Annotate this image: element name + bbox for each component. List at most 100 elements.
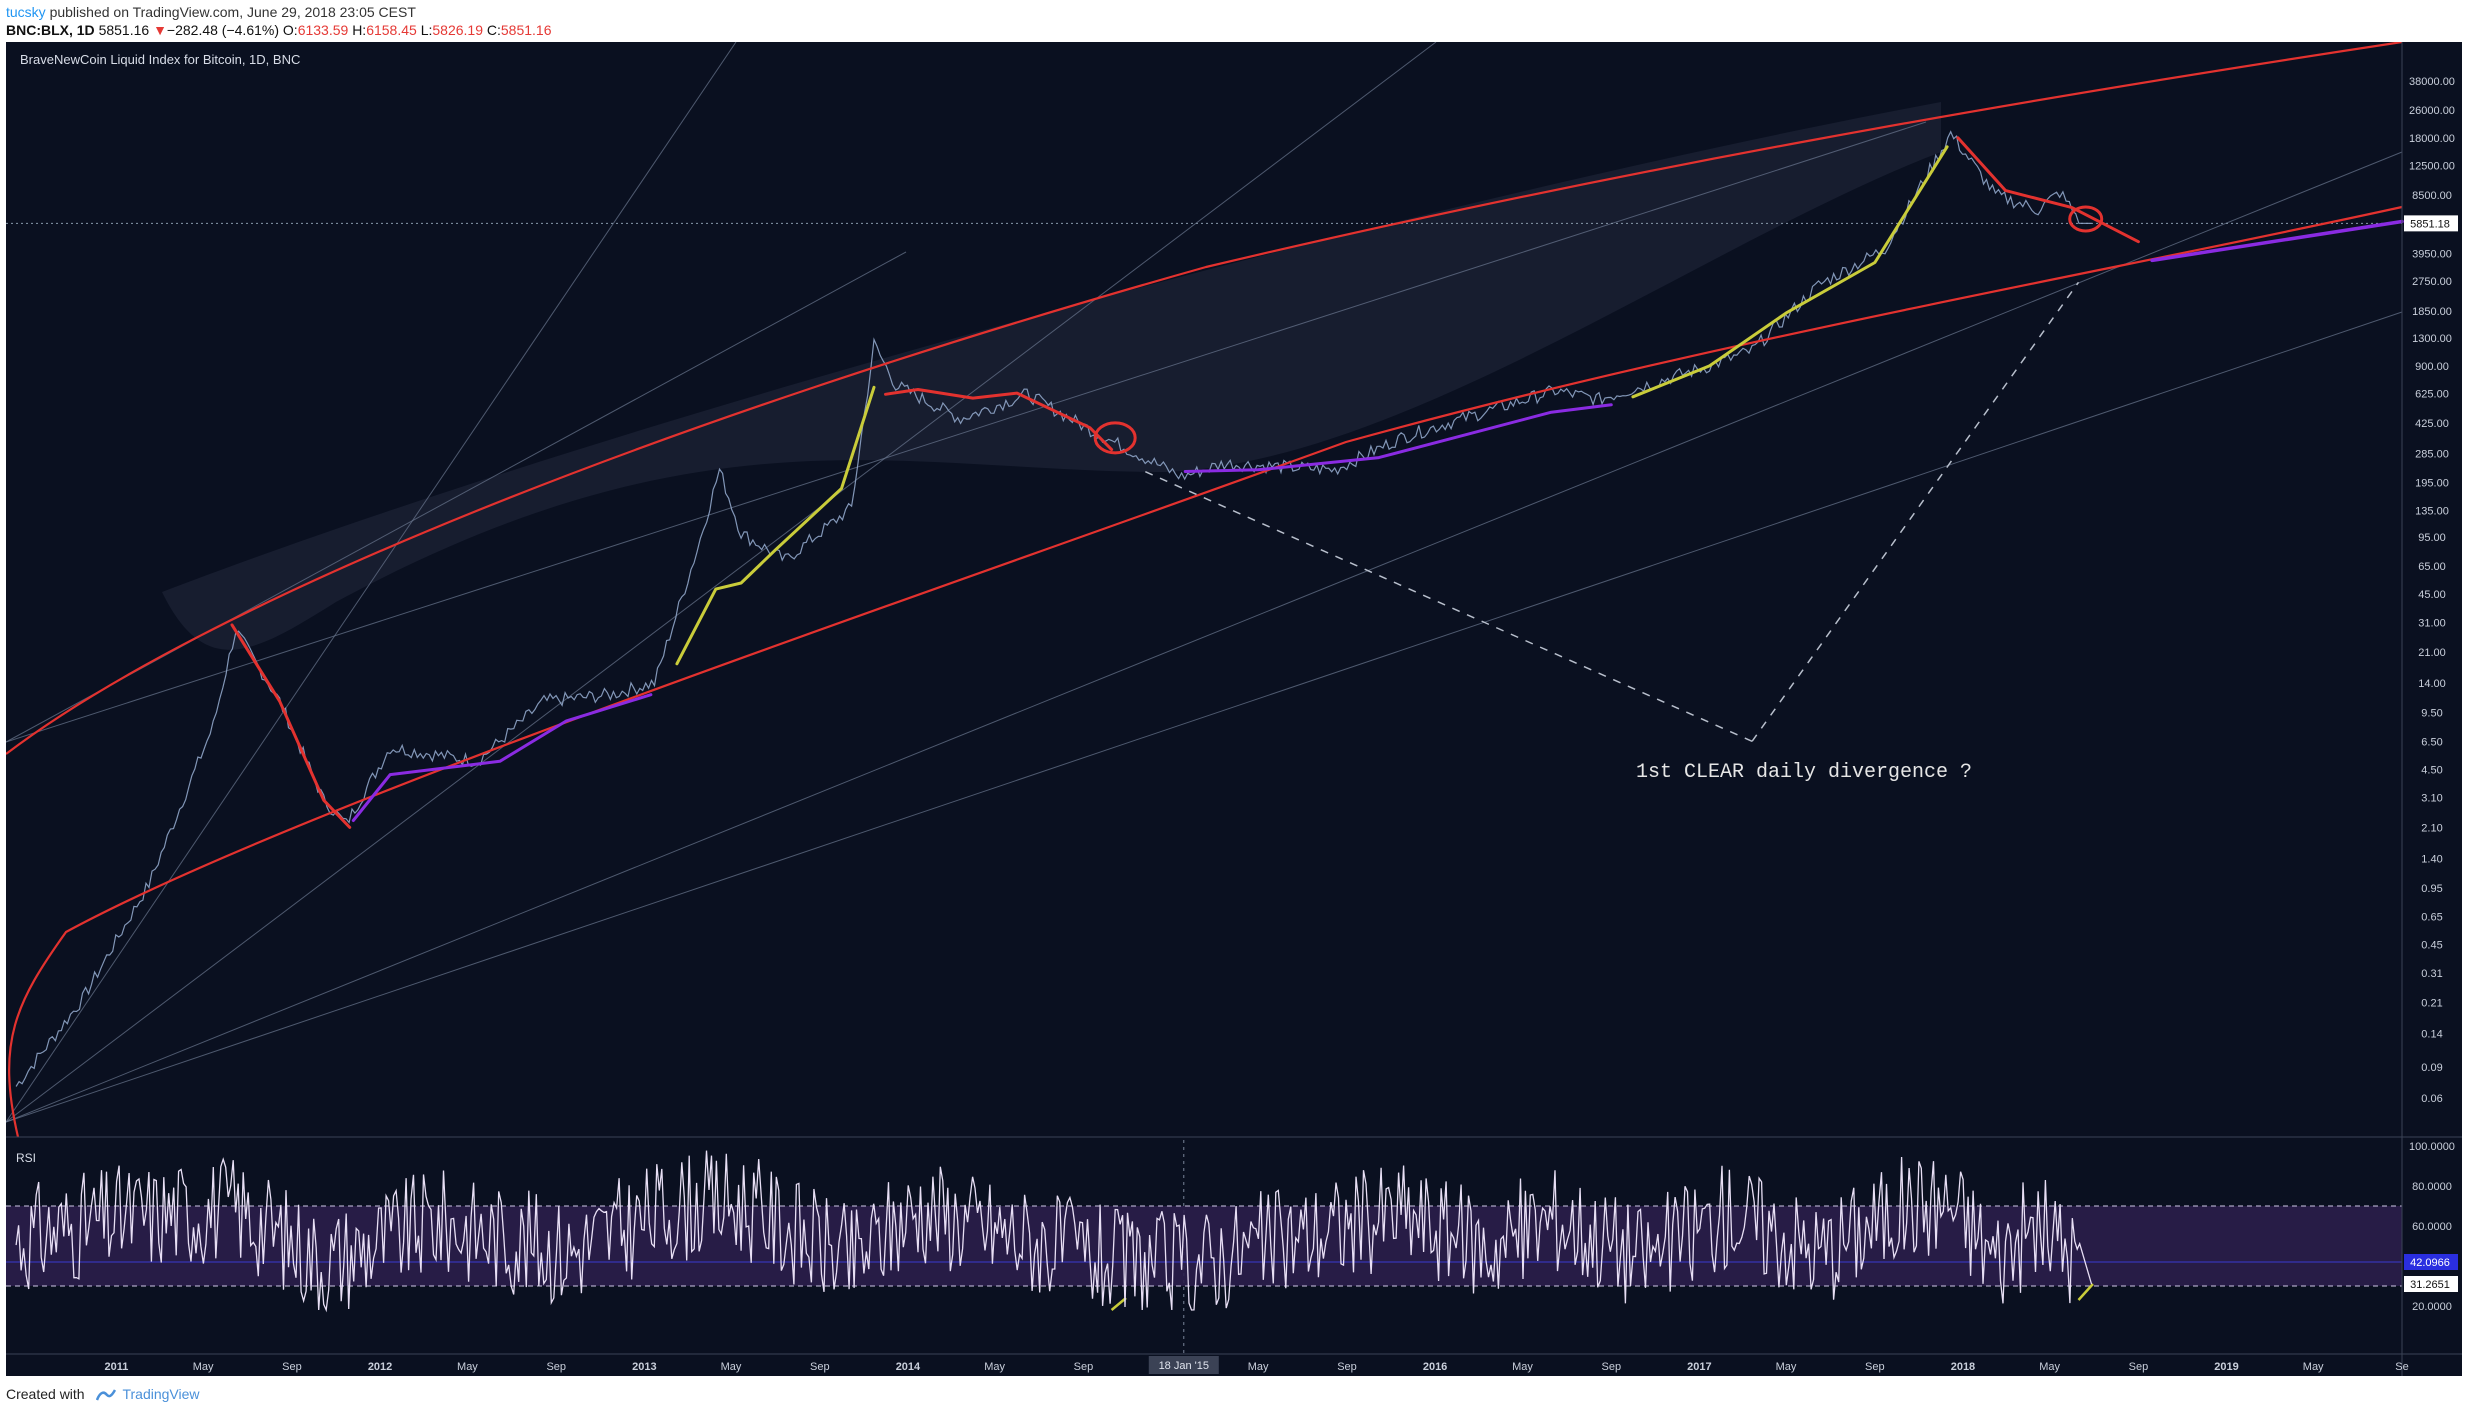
x-tick-label: May bbox=[457, 1361, 478, 1373]
publish-header: tucsky published on TradingView.com, Jun… bbox=[0, 0, 2468, 42]
y-tick-label: 425.00 bbox=[2415, 418, 2449, 430]
x-tick-label: 2013 bbox=[632, 1361, 656, 1373]
tradingview-brand[interactable]: TradingView bbox=[122, 1386, 200, 1402]
rsi-value-badge bbox=[2404, 1254, 2458, 1270]
open-label: O: bbox=[282, 22, 298, 38]
high-label: H: bbox=[352, 22, 367, 38]
x-tick-label: 2018 bbox=[1951, 1361, 1975, 1373]
last-price-badge bbox=[2404, 215, 2458, 232]
chart-title: BraveNewCoin Liquid Index for Bitcoin, 1… bbox=[20, 52, 300, 67]
crosshair-date-label: 18 Jan '15 bbox=[1159, 1360, 1209, 1372]
price-series bbox=[15, 130, 2092, 1087]
price-change: −282.48 (−4.61%) bbox=[166, 22, 280, 38]
author-link[interactable]: tucsky bbox=[6, 4, 46, 20]
fan-line bbox=[5, 251, 907, 743]
y-tick-label: 1850.00 bbox=[2412, 306, 2452, 318]
rsi-tick-label: 20.0000 bbox=[2412, 1301, 2452, 1313]
divergence-annotation: 1st CLEAR daily divergence ? bbox=[1636, 761, 1972, 784]
dashed-arrow-left bbox=[1140, 469, 1753, 743]
x-tick-label: May bbox=[1776, 1361, 1797, 1373]
low-label: L: bbox=[420, 22, 433, 38]
y-tick-label: 0.95 bbox=[2421, 883, 2442, 895]
last-price: 5851.16 bbox=[98, 22, 150, 38]
x-tick-label: Sep bbox=[546, 1361, 566, 1373]
x-tick-label: Sep bbox=[1601, 1361, 1621, 1373]
y-tick-label: 0.65 bbox=[2421, 912, 2442, 924]
y-tick-label: 18000.00 bbox=[2409, 133, 2455, 145]
rsi-value-label: 31.2651 bbox=[2410, 1279, 2450, 1291]
x-tick-label: May bbox=[721, 1361, 742, 1373]
footer: Created with TradingView bbox=[0, 1376, 2468, 1412]
channel-fill bbox=[162, 102, 1941, 650]
y-tick-label: 21.00 bbox=[2418, 647, 2446, 659]
close-label: C: bbox=[486, 22, 501, 38]
y-tick-label: 2.10 bbox=[2421, 822, 2442, 834]
x-tick-label: Sep bbox=[282, 1361, 302, 1373]
x-tick-label: May bbox=[984, 1361, 1005, 1373]
trend-annotations bbox=[5, 40, 2404, 1311]
divergence-circle-2014 bbox=[1093, 421, 1137, 455]
y-tick-label: 1.40 bbox=[2421, 853, 2442, 865]
divergence-circle-2018 bbox=[2068, 205, 2104, 233]
rsi-tick-label: 60.0000 bbox=[2412, 1221, 2452, 1233]
fan-line bbox=[5, 41, 1437, 1123]
x-tick-label: 2011 bbox=[105, 1361, 129, 1373]
rsi-value-badge bbox=[2404, 1276, 2458, 1292]
y-tick-label: 4.50 bbox=[2421, 764, 2442, 776]
y-tick-label: 95.00 bbox=[2418, 532, 2446, 544]
channel-upper bbox=[5, 40, 2403, 755]
y-tick-label: 0.45 bbox=[2421, 940, 2442, 952]
dashed-arrow-right bbox=[1751, 281, 2080, 742]
close-value: 5851.16 bbox=[500, 22, 552, 38]
x-tick-label: May bbox=[193, 1361, 214, 1373]
y-tick-label: 0.09 bbox=[2421, 1062, 2442, 1074]
published-text: published on TradingView.com, June 29, 2… bbox=[49, 4, 416, 20]
low-value: 5826.19 bbox=[432, 22, 483, 38]
fan-lines bbox=[5, 41, 2403, 1123]
x-tick-label: May bbox=[1512, 1361, 1533, 1373]
rsi-tick-label: 80.0000 bbox=[2412, 1181, 2452, 1193]
ohlc-legend: BNC:BLX, 1D 5851.16 ▼−282.48 (−4.61%) O:… bbox=[6, 22, 551, 38]
chart-canvas[interactable]: 38000.00 26000.00 18000.00 12500.00 8500.00 5… bbox=[5, 40, 2462, 1376]
x-tick-label: May bbox=[2039, 1361, 2060, 1373]
y-tick-label: 1300.00 bbox=[2412, 333, 2452, 345]
x-tick-label: 2019 bbox=[2214, 1361, 2238, 1373]
axes: 38000.00 26000.00 18000.00 12500.00 8500.00 5… bbox=[6, 42, 2462, 1376]
x-tick-label: Sep bbox=[1865, 1361, 1885, 1373]
tradingview-logo-icon bbox=[96, 1389, 117, 1401]
x-tick-label: 2012 bbox=[368, 1361, 392, 1373]
y-tick-label: 31.00 bbox=[2418, 617, 2446, 629]
purple-projection bbox=[2150, 219, 2404, 263]
yellow-rise-2017 bbox=[1631, 145, 1949, 399]
chart-area[interactable]: 38000.00 26000.00 18000.00 12500.00 8500.00 5… bbox=[5, 40, 2462, 1376]
y-tick-label: 14.00 bbox=[2418, 678, 2446, 690]
x-tick-label: Sep bbox=[810, 1361, 830, 1373]
fan-line bbox=[5, 311, 2403, 1123]
x-tick-label: May bbox=[2303, 1361, 2324, 1373]
channel-lower bbox=[8, 205, 2403, 1138]
open-value: 6133.59 bbox=[297, 22, 349, 38]
purple-rise-2012 bbox=[351, 693, 653, 822]
y-tick-label: 65.00 bbox=[2418, 561, 2446, 573]
x-tick-label: 2014 bbox=[896, 1361, 921, 1373]
rsi-tick-label: 100.0000 bbox=[2409, 1141, 2455, 1153]
y-tick-label: 0.14 bbox=[2421, 1029, 2442, 1041]
fan-line bbox=[5, 151, 2403, 1123]
y-tick-label: 0.31 bbox=[2421, 968, 2442, 980]
y-tick-label: 45.00 bbox=[2418, 589, 2446, 601]
y-tick-label: 135.00 bbox=[2415, 505, 2449, 517]
y-tick-label: 625.00 bbox=[2415, 389, 2449, 401]
y-tick-label: 0.06 bbox=[2421, 1093, 2442, 1105]
y-tick-label: 12500.00 bbox=[2409, 161, 2455, 173]
x-tick-label: May bbox=[1248, 1361, 1269, 1373]
x-tick-label: 2016 bbox=[1423, 1361, 1447, 1373]
y-tick-label: 900.00 bbox=[2415, 361, 2449, 373]
down-arrow-icon: ▼ bbox=[153, 22, 167, 38]
y-tick-label: 26000.00 bbox=[2409, 105, 2455, 117]
y-tick-label: 9.50 bbox=[2421, 707, 2442, 719]
fan-line bbox=[5, 41, 737, 1123]
y-tick-label: 2750.00 bbox=[2412, 276, 2452, 288]
rsi-line bbox=[15, 1150, 2093, 1313]
y-tick-label: 285.00 bbox=[2415, 448, 2449, 460]
symbol-label: BNC:BLX, 1D bbox=[6, 22, 95, 38]
